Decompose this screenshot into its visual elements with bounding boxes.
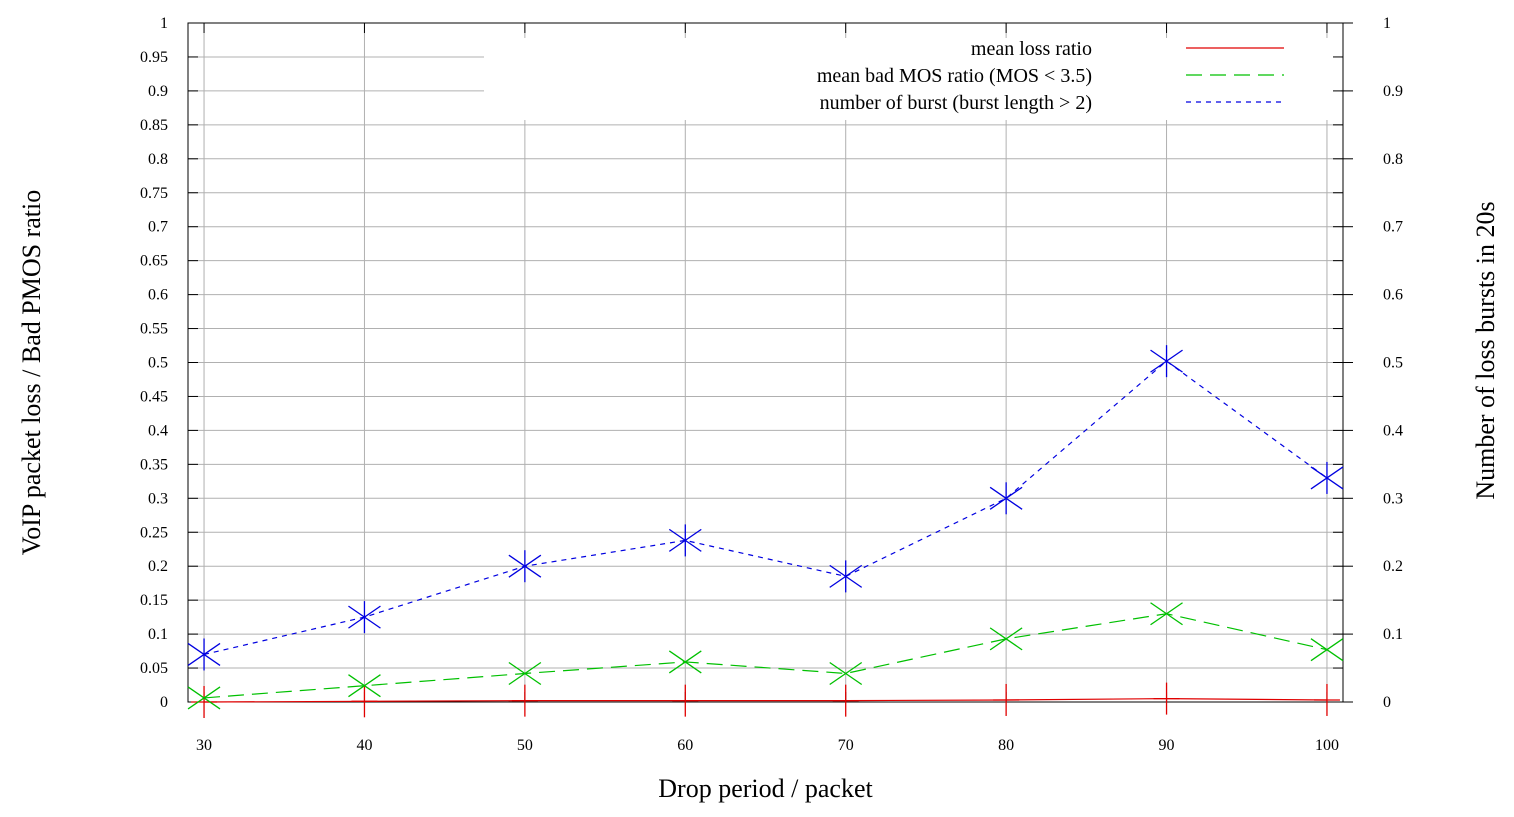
point-marker bbox=[1310, 638, 1344, 662]
y2-tick-label: 0.2 bbox=[1383, 558, 1403, 575]
point-marker bbox=[187, 686, 221, 710]
y2-tick-label: 0.9 bbox=[1383, 83, 1403, 100]
y-tick-label: 0.1 bbox=[148, 626, 168, 643]
y-tick-label: 0.3 bbox=[148, 490, 168, 507]
y-tick-label: 0.55 bbox=[140, 321, 168, 338]
y2-tick-label: 0.1 bbox=[1383, 626, 1403, 643]
y-tick-label: 0.35 bbox=[140, 456, 168, 473]
y-tick-label: 0.7 bbox=[148, 219, 168, 236]
point-marker bbox=[187, 642, 221, 667]
y2-tick-label: 0.3 bbox=[1383, 490, 1403, 507]
y2-tick-label: 0 bbox=[1383, 694, 1391, 711]
legend-label: mean bad MOS ratio (MOS < 3.5) bbox=[817, 65, 1092, 87]
series-2 bbox=[187, 345, 1344, 671]
y2-tick-label: 1 bbox=[1383, 15, 1391, 32]
y-tick-label: 0.15 bbox=[140, 592, 168, 609]
y-tick-label: 0.5 bbox=[148, 355, 168, 372]
point-marker bbox=[668, 650, 702, 674]
data-series bbox=[187, 345, 1344, 718]
y-tick-label: 0.2 bbox=[148, 558, 168, 575]
y2-tick-label: 0.7 bbox=[1383, 219, 1403, 236]
x-tick-label: 80 bbox=[998, 737, 1014, 754]
y-tick-label: 0.8 bbox=[148, 151, 168, 168]
y-tick-label: 0.4 bbox=[148, 422, 168, 439]
y2-tick-label: 0.6 bbox=[1383, 287, 1403, 304]
x-tick-label: 60 bbox=[677, 737, 693, 754]
y-tick-label: 0.85 bbox=[140, 117, 168, 134]
legend-background bbox=[484, 38, 1341, 120]
y-tick-label: 0.45 bbox=[140, 388, 168, 405]
x-axis-title: Drop period / packet bbox=[658, 774, 873, 803]
x-tick-label: 40 bbox=[356, 737, 372, 754]
point-marker bbox=[989, 627, 1023, 651]
series-line bbox=[204, 698, 1327, 703]
y-axis-title: VoIP packet loss / Bad PMOS ratio bbox=[17, 190, 46, 555]
legend: mean loss ratio mean bad MOS ratio (MOS <… bbox=[817, 38, 1284, 114]
y2-axis-title: Number of loss bursts in 20s bbox=[1471, 201, 1500, 499]
series-line bbox=[203, 360, 1328, 656]
point-marker bbox=[1150, 602, 1183, 626]
y-tick-label: 0.95 bbox=[140, 49, 168, 66]
legend-label: mean loss ratio bbox=[971, 38, 1092, 60]
y2-tick-label: 0.5 bbox=[1383, 355, 1403, 372]
x-tick-label: 100 bbox=[1315, 737, 1339, 754]
point-marker bbox=[508, 554, 542, 578]
point-marker bbox=[348, 605, 381, 629]
y2-tick-label: 0.4 bbox=[1383, 422, 1403, 439]
y-tick-label: 0.9 bbox=[148, 83, 168, 100]
x-tick-label: 90 bbox=[1159, 737, 1175, 754]
point-marker bbox=[348, 674, 381, 698]
series-1 bbox=[187, 602, 1344, 710]
legend-label: number of burst (burst length > 2) bbox=[820, 92, 1092, 114]
point-marker bbox=[1150, 349, 1183, 373]
y-tick-label: 0.05 bbox=[140, 660, 168, 677]
point-marker bbox=[1310, 466, 1344, 490]
point-marker bbox=[829, 661, 863, 686]
y-tick-label: 0.75 bbox=[140, 185, 168, 202]
y2-tick-label: 0.8 bbox=[1383, 151, 1403, 168]
y-tick-label: 1 bbox=[160, 15, 168, 32]
point-marker bbox=[668, 528, 702, 552]
point-marker bbox=[508, 661, 542, 686]
series-line bbox=[203, 613, 1328, 699]
y-tick-label: 0.65 bbox=[140, 253, 168, 270]
x-tick-label: 30 bbox=[196, 737, 212, 754]
point-marker bbox=[829, 564, 863, 588]
x-tick-label: 50 bbox=[517, 737, 533, 754]
y-tick-label: 0.25 bbox=[140, 524, 168, 541]
grid-lines bbox=[188, 23, 1343, 702]
axis-ticks: 00.050.10.150.20.250.30.350.40.450.50.55… bbox=[140, 15, 1403, 754]
x-tick-label: 70 bbox=[838, 737, 854, 754]
y-tick-label: 0 bbox=[160, 694, 168, 711]
series-0 bbox=[191, 682, 1340, 718]
y-tick-label: 0.6 bbox=[148, 287, 168, 304]
point-marker bbox=[989, 486, 1023, 510]
